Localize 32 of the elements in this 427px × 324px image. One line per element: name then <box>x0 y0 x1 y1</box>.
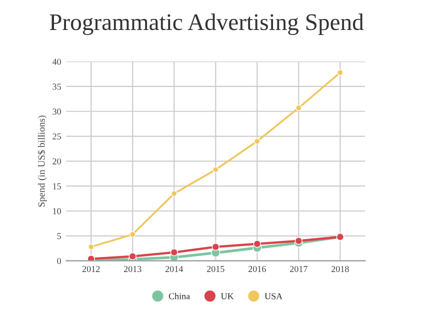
point <box>296 104 302 112</box>
point <box>170 190 178 197</box>
legend-label: USA <box>264 293 283 300</box>
legend-label: UK <box>220 293 234 300</box>
y-tick-label: 25 <box>52 133 61 140</box>
y-tick-label: 0 <box>57 258 61 264</box>
point <box>294 237 302 245</box>
x-tick-label: 2014 <box>165 266 184 272</box>
point <box>170 248 178 256</box>
point <box>212 166 219 173</box>
x-tick-label: 2015 <box>207 266 224 272</box>
x-tick-label: 2017 <box>290 266 308 272</box>
point <box>88 244 94 250</box>
x-tick-label: 2013 <box>124 266 142 272</box>
point <box>212 243 220 251</box>
y-tick-label: 20 <box>52 158 61 164</box>
x-tick-label: 2012 <box>82 266 100 272</box>
y-tick-label: 5 <box>57 233 61 240</box>
y-tick-label: 30 <box>52 108 61 115</box>
point <box>337 69 344 76</box>
point <box>254 138 260 144</box>
y-axis-title: Spend (in US$ billions) <box>38 116 47 207</box>
point <box>129 231 136 238</box>
y-tick-label: 15 <box>53 183 61 190</box>
point <box>253 240 261 248</box>
y-tick-label: 10 <box>53 208 61 214</box>
chart-title: Programmatic Advertising Spend <box>50 14 364 36</box>
y-tick-label: 40 <box>52 58 61 65</box>
x-tick-label: 2016 <box>248 266 266 272</box>
y-tick-label: 35 <box>52 84 61 90</box>
x-tick-label: 2018 <box>332 266 349 272</box>
legend-label: China <box>168 292 190 300</box>
